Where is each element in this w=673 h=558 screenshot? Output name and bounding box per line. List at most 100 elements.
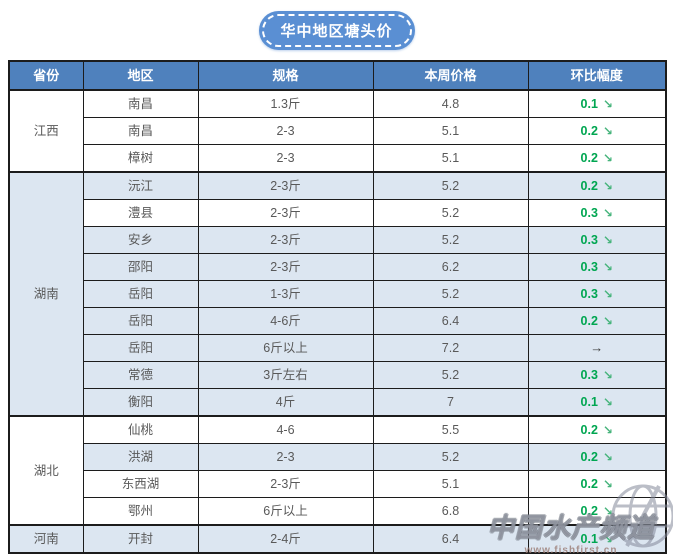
change-cell: 0.2 ↘ bbox=[527, 307, 667, 335]
change-value: 0.1 bbox=[580, 395, 598, 409]
spec-cell: 4斤 bbox=[197, 388, 374, 417]
price-cell: 7 bbox=[372, 388, 529, 417]
price-cell: 6.8 bbox=[372, 497, 529, 526]
change-value: 0.1 bbox=[580, 97, 598, 111]
spec-cell: 6斤以上 bbox=[197, 334, 374, 362]
down-arrow-icon: ↘ bbox=[602, 423, 613, 437]
change-cell: 0.3 ↘ bbox=[527, 199, 667, 227]
spec-cell: 2-3 bbox=[197, 117, 374, 145]
spec-cell: 6斤以上 bbox=[197, 497, 374, 526]
spec-cell: 1.3斤 bbox=[197, 89, 374, 118]
price-cell: 5.2 bbox=[372, 199, 529, 227]
change-cell: 0.3 ↘ bbox=[527, 361, 667, 389]
table-row: 樟树 2-3 5.1 0.2 ↘ bbox=[9, 144, 667, 173]
header-row: 省份 地区 规格 本周价格 环比幅度 bbox=[8, 60, 667, 91]
province-cell: 湖北 bbox=[8, 415, 84, 526]
page-title: 华中地区塘头价 bbox=[261, 14, 412, 47]
price-cell: 5.5 bbox=[372, 415, 529, 444]
spec-cell: 2-3斤 bbox=[197, 470, 374, 498]
down-arrow-icon: ↘ bbox=[602, 124, 613, 138]
table-row: 常德 3斤左右 5.2 0.3 ↘ bbox=[9, 361, 667, 389]
change-cell: → bbox=[527, 334, 667, 362]
spec-cell: 2-3斤 bbox=[197, 171, 374, 200]
table-row: 东西湖 2-3斤 5.1 0.2 ↘ bbox=[9, 470, 667, 498]
spec-cell: 2-4斤 bbox=[197, 524, 374, 554]
down-arrow-icon: ↘ bbox=[602, 477, 613, 491]
spec-cell: 1-3斤 bbox=[197, 280, 374, 308]
change-cell: 0.1 ↘ bbox=[527, 388, 667, 417]
table-row: 岳阳 1-3斤 5.2 0.3 ↘ bbox=[9, 280, 667, 308]
down-arrow-icon: ↘ bbox=[602, 532, 613, 546]
col-header-spec: 规格 bbox=[197, 60, 374, 91]
region-cell: 衡阳 bbox=[82, 388, 199, 417]
region-cell: 岳阳 bbox=[82, 280, 199, 308]
region-cell: 常德 bbox=[82, 361, 199, 389]
down-arrow-icon: ↘ bbox=[602, 97, 613, 111]
price-cell: 5.2 bbox=[372, 171, 529, 200]
spec-cell: 3斤左右 bbox=[197, 361, 374, 389]
col-header-change: 环比幅度 bbox=[527, 60, 667, 91]
col-header-price: 本周价格 bbox=[372, 60, 529, 91]
change-value: 0.3 bbox=[580, 287, 598, 301]
region-cell: 东西湖 bbox=[82, 470, 199, 498]
table-row: 澧县 2-3斤 5.2 0.3 ↘ bbox=[9, 199, 667, 227]
change-cell: 0.3 ↘ bbox=[527, 253, 667, 281]
change-value: 0.2 bbox=[580, 124, 598, 138]
col-header-province: 省份 bbox=[8, 60, 84, 91]
change-cell: 0.1 ↘ bbox=[527, 89, 667, 118]
region-cell: 南昌 bbox=[82, 117, 199, 145]
region-cell: 澧县 bbox=[82, 199, 199, 227]
region-cell: 鄂州 bbox=[82, 497, 199, 526]
down-arrow-icon: ↘ bbox=[602, 260, 613, 274]
price-cell: 5.1 bbox=[372, 144, 529, 173]
region-cell: 南昌 bbox=[82, 89, 199, 118]
change-cell: 0.3 ↘ bbox=[527, 226, 667, 254]
change-value: 0.2 bbox=[580, 477, 598, 491]
province-cell: 湖南 bbox=[8, 171, 84, 417]
table-row: 湖南 沅江 2-3斤 5.2 0.2 ↘ bbox=[8, 171, 667, 417]
table-row: 岳阳 4-6斤 6.4 0.2 ↘ bbox=[9, 307, 667, 335]
region-cell: 沅江 bbox=[82, 171, 199, 200]
region-cell: 岳阳 bbox=[82, 307, 199, 335]
change-cell: 0.2 ↘ bbox=[527, 171, 667, 200]
change-cell: 0.2 ↘ bbox=[527, 470, 667, 498]
change-cell: 0.2 ↘ bbox=[527, 144, 667, 173]
change-value: 0.3 bbox=[580, 206, 598, 220]
change-cell: 0.2 ↘ bbox=[527, 415, 667, 444]
down-arrow-icon: ↘ bbox=[602, 395, 613, 409]
price-cell: 5.1 bbox=[372, 117, 529, 145]
change-cell: 0.1 ↘ bbox=[527, 524, 667, 554]
table-row: 湖北 仙桃 4-6 5.5 0.2 ↘ bbox=[8, 415, 667, 526]
table-row: 河南 开封 2-4斤 6.4 0.1 ↘ bbox=[8, 524, 667, 554]
down-arrow-icon: ↘ bbox=[602, 314, 613, 328]
change-value: 0.2 bbox=[580, 423, 598, 437]
change-cell: 0.2 ↘ bbox=[527, 443, 667, 471]
down-arrow-icon: ↘ bbox=[602, 206, 613, 220]
change-value: 0.3 bbox=[580, 260, 598, 274]
province-cell: 江西 bbox=[8, 89, 84, 173]
down-arrow-icon: ↘ bbox=[602, 504, 613, 518]
region-cell: 邵阳 bbox=[82, 253, 199, 281]
price-cell: 5.2 bbox=[372, 280, 529, 308]
spec-cell: 2-3 bbox=[197, 144, 374, 173]
region-cell: 樟树 bbox=[82, 144, 199, 173]
region-cell: 洪湖 bbox=[82, 443, 199, 471]
price-cell: 5.2 bbox=[372, 226, 529, 254]
price-cell: 6.4 bbox=[372, 307, 529, 335]
region-cell: 安乡 bbox=[82, 226, 199, 254]
change-cell: 0.2 ↘ bbox=[527, 497, 667, 526]
flat-arrow-icon: → bbox=[590, 340, 604, 355]
table-row: 岳阳 6斤以上 7.2 → bbox=[9, 334, 667, 362]
table-body: 江西 南昌 1.3斤 4.8 0.1 ↘ 南昌 2-3 5.1 0.2 ↘ 樟树 2-3 5.1 0.2 ↘ 湖… bbox=[8, 89, 667, 554]
table-row: 洪湖 2-3 5.2 0.2 ↘ bbox=[9, 443, 667, 471]
spec-cell: 2-3 bbox=[197, 443, 374, 471]
table-row: 鄂州 6斤以上 6.8 0.2 ↘ bbox=[9, 497, 667, 526]
price-table: 省份 地区 规格 本周价格 环比幅度 江西 南昌 1.3斤 4.8 0.1 ↘ 南昌 2-3 5… bbox=[8, 60, 667, 554]
down-arrow-icon: ↘ bbox=[602, 151, 613, 165]
down-arrow-icon: ↘ bbox=[602, 179, 613, 193]
title-badge: 华中地区塘头价 bbox=[258, 11, 415, 50]
price-cell: 4.8 bbox=[372, 89, 529, 118]
price-cell: 7.2 bbox=[372, 334, 529, 362]
change-cell: 0.3 ↘ bbox=[527, 280, 667, 308]
